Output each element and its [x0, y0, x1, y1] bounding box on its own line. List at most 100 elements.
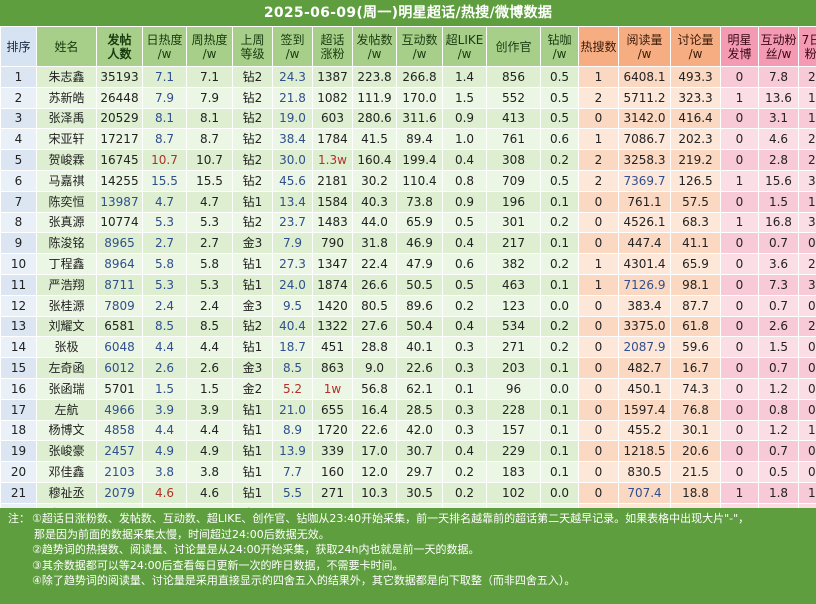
cell-like: 0.2 [442, 461, 487, 483]
cell-daily-heat: 3.9 [142, 398, 187, 421]
cell-interact: 62.1 [396, 377, 443, 400]
cell-creators: 123 [486, 294, 541, 317]
cell-posts: 44.0 [352, 211, 397, 234]
cell-reads: 3258.3 [618, 149, 671, 171]
cell-posters: 2103 [96, 461, 143, 483]
cell-interact: 47.9 [396, 253, 443, 275]
cell-interact: 89.6 [396, 294, 443, 317]
cell-weibo: 0 [720, 398, 759, 421]
cell-daily-heat: 10.7 [142, 149, 187, 171]
cell-weibo: 0 [720, 336, 759, 359]
cell-ifans: 0.7 [758, 294, 799, 317]
cell-like: 0.2 [442, 294, 487, 317]
table-row: 3 张泽禹 20529 8.1 8.1 钻2 19.0 603 280.6 311.6 0.9 413… [0, 107, 816, 130]
cell-like: 0.9 [442, 190, 487, 213]
cell-posts: 17.0 [352, 440, 397, 463]
cell-weekfans: 0.9 [798, 357, 816, 379]
cell-posts: 40.3 [352, 190, 397, 213]
cell-hot: 0 [578, 481, 619, 504]
cell-ifans: 7.3 [758, 273, 799, 296]
cell-fans: 1874 [312, 273, 353, 296]
column-header: 明星 发博 [720, 26, 759, 67]
cell-diamond: 0.0 [540, 377, 579, 400]
cell-discuss: 59.6 [670, 336, 721, 359]
cell-posters: 6048 [96, 336, 143, 359]
column-header: 钻咖/w [540, 26, 579, 67]
cell-rank: 18 [0, 419, 37, 442]
cell-daily-heat: 2.7 [142, 232, 187, 255]
cell-reads: 455.2 [618, 419, 671, 442]
cell-checkin: 30.0 [272, 149, 313, 171]
cell-level: 金3 [232, 357, 273, 379]
cell-level: 钻2 [232, 315, 273, 338]
cell-daily-heat: 4.4 [142, 419, 187, 442]
cell-name: 陈奕恒 [36, 190, 97, 213]
cell-discuss: 74.3 [670, 377, 721, 400]
table-row: 19 张峻豪 2457 4.9 4.9 钻1 13.9 339 17.0 30.7 0.4 229 0.… [0, 440, 816, 463]
cell-checkin: 13.4 [272, 190, 313, 213]
cell-level: 钻2 [232, 169, 273, 192]
table-row: 17 左航 4966 3.9 3.9 钻1 21.0 655 16.4 28.5 0.3 228 0.1… [0, 398, 816, 421]
cell-checkin: 8.9 [272, 419, 313, 442]
cell-name: 杨博文 [36, 419, 97, 442]
cell-posts: 28.8 [352, 336, 397, 359]
cell-checkin: 21.0 [272, 398, 313, 421]
cell-posters: 6581 [96, 315, 143, 338]
cell-level: 钻1 [232, 440, 273, 463]
cell-posts: 111.9 [352, 86, 397, 109]
table-row: 12 张桂源 7809 2.4 2.4 金3 9.5 1420 80.5 89.6 0.2 123 0.… [0, 294, 816, 317]
cell-discuss: 202.3 [670, 128, 721, 151]
cell-posts: 22.6 [352, 419, 397, 442]
cell-daily-heat: 1.5 [142, 377, 187, 400]
cell-weekfans: 0.4 [798, 461, 816, 483]
cell-hot: 0 [578, 461, 619, 483]
cell-posts: 9.0 [352, 357, 397, 379]
cell-fans: 863 [312, 357, 353, 379]
cell-level: 钻1 [232, 419, 273, 442]
cell-posts: 280.6 [352, 107, 397, 130]
cell-daily-heat: 2.4 [142, 294, 187, 317]
cell-fans: 1720 [312, 419, 353, 442]
cell-ifans: 0.7 [758, 232, 799, 255]
cell-reads: 4301.4 [618, 253, 671, 275]
cell-daily-heat: 15.5 [142, 169, 187, 192]
cell-level: 钻1 [232, 253, 273, 275]
cell-checkin: 40.4 [272, 315, 313, 338]
cell-weekfans: 3.8 [798, 273, 816, 296]
cell-weekfans: 0.9 [798, 336, 816, 359]
cell-weekly-heat: 4.4 [186, 336, 233, 359]
cell-posts: 27.6 [352, 315, 397, 338]
cell-hot: 0 [578, 419, 619, 442]
cell-ifans: 16.8 [758, 211, 799, 234]
cell-creators: 856 [486, 66, 541, 88]
stats-table: 排序 姓名 发帖 人数 日热度/w 周热度/w 上周 等级 签到/w 超话 涨粉 发帖数/w 互动数/w… [0, 26, 816, 525]
cell-ifans: 4.6 [758, 128, 799, 151]
cell-hot: 0 [578, 357, 619, 379]
cell-like: 1.0 [442, 128, 487, 151]
cell-rank: 11 [0, 273, 37, 296]
cell-level: 金3 [232, 294, 273, 317]
cell-creators: 217 [486, 232, 541, 255]
cell-ifans: 1.2 [758, 419, 799, 442]
cell-weibo: 0 [720, 107, 759, 130]
cell-weibo: 0 [720, 149, 759, 171]
cell-hot: 0 [578, 336, 619, 359]
cell-name: 张泽禹 [36, 107, 97, 130]
cell-name: 贺峻霖 [36, 149, 97, 171]
cell-discuss: 323.3 [670, 86, 721, 109]
cell-ifans: 13.6 [758, 86, 799, 109]
cell-level: 钻2 [232, 86, 273, 109]
cell-creators: 413 [486, 107, 541, 130]
cell-fans: 1347 [312, 253, 353, 275]
cell-rank: 8 [0, 211, 37, 234]
cell-reads: 447.4 [618, 232, 671, 255]
cell-posters: 8964 [96, 253, 143, 275]
cell-posters: 6012 [96, 357, 143, 379]
cell-checkin: 5.2 [272, 377, 313, 400]
cell-fans: 655 [312, 398, 353, 421]
cell-weekly-heat: 2.6 [186, 357, 233, 379]
cell-diamond: 0.1 [540, 357, 579, 379]
cell-discuss: 87.7 [670, 294, 721, 317]
column-header: 周热度/w [186, 26, 233, 67]
